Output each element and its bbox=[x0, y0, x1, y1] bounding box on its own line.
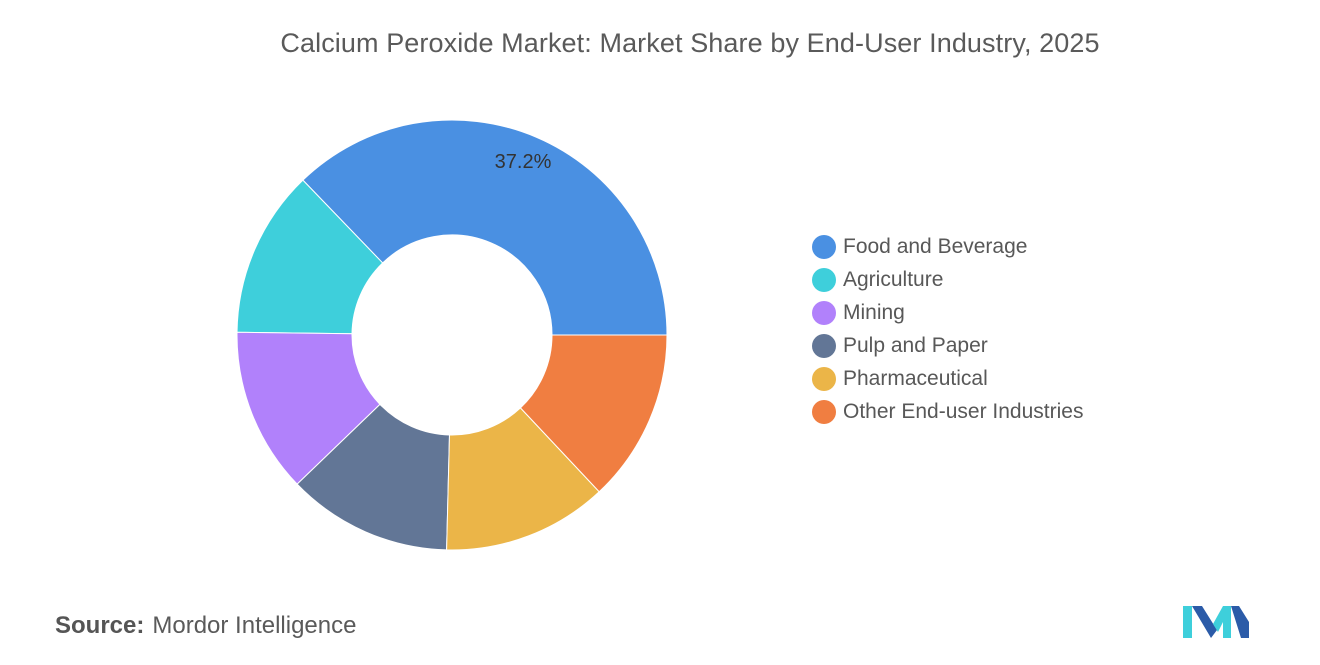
legend-label: Food and Beverage bbox=[843, 234, 1028, 258]
legend-item-pharmaceutical: Pharmaceutical bbox=[812, 362, 1083, 395]
legend-label: Pulp and Paper bbox=[843, 333, 988, 357]
legend-swatch bbox=[812, 333, 836, 358]
donut-slice-agriculture bbox=[236, 179, 384, 335]
legend-item-mining: Mining bbox=[812, 296, 1083, 329]
legend-label: Agriculture bbox=[843, 267, 944, 291]
data-label: 37.2% bbox=[495, 151, 552, 173]
donut-slice-mining bbox=[236, 331, 381, 485]
legend-item-other-end-user-industries: Other End-user Industries bbox=[812, 395, 1083, 428]
source-label: Source: bbox=[55, 612, 145, 639]
legend-swatch bbox=[812, 267, 836, 292]
legend-swatch bbox=[812, 366, 836, 391]
legend-item-agriculture: Agriculture bbox=[812, 263, 1083, 296]
mordor-intelligence-logo bbox=[1183, 606, 1249, 638]
donut-slice-food-and-beverage bbox=[302, 119, 668, 336]
legend-label: Other End-user Industries bbox=[843, 399, 1084, 423]
chart-title: Calcium Peroxide Market: Market Share by… bbox=[280, 28, 1100, 58]
donut-slice-other-end-user-industries bbox=[519, 334, 668, 493]
donut-slice-pharmaceutical bbox=[446, 407, 600, 551]
legend-swatch bbox=[812, 300, 836, 325]
source-value: Mordor Intelligence bbox=[152, 612, 357, 639]
legend-label: Mining bbox=[843, 300, 905, 324]
legend-swatch bbox=[812, 399, 836, 424]
legend-item-pulp-and-paper: Pulp and Paper bbox=[812, 329, 1083, 362]
donut-slice-pulp-and-paper bbox=[296, 403, 450, 551]
source-note: Source: Mordor Intelligence bbox=[55, 612, 356, 640]
legend-label: Pharmaceutical bbox=[843, 366, 988, 390]
legend-item-food-and-beverage: Food and Beverage bbox=[812, 230, 1083, 263]
legend: Food and Beverage Agriculture Mining Pul… bbox=[812, 230, 1083, 428]
legend-swatch bbox=[812, 234, 836, 259]
